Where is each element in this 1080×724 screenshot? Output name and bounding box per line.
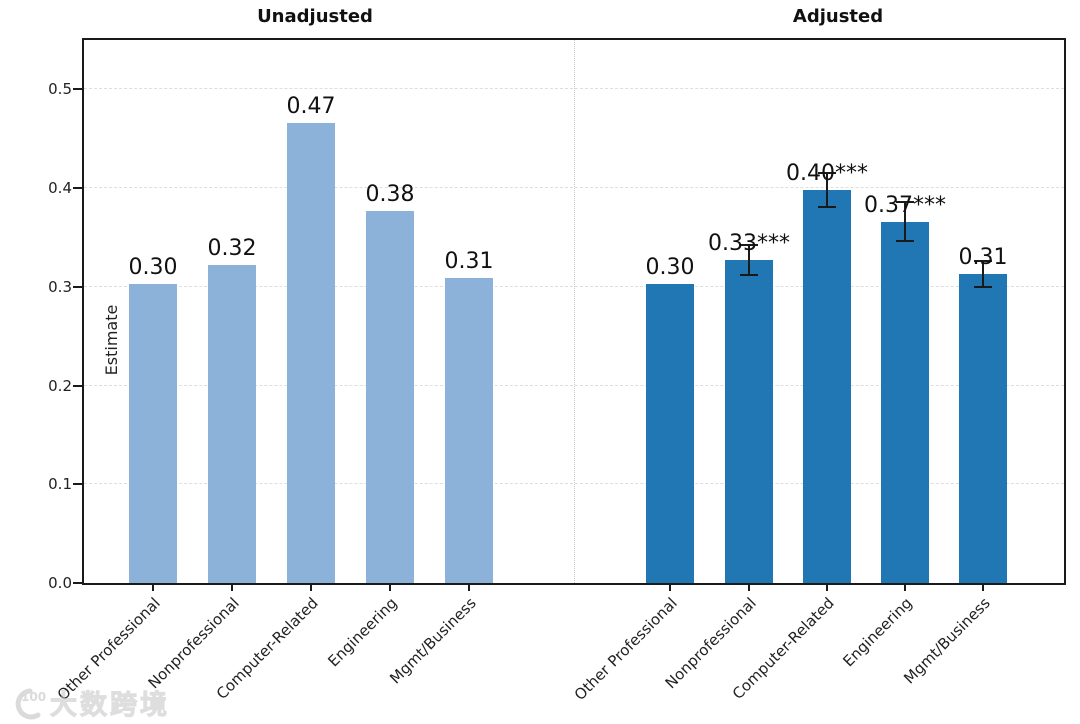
x-tick-mark [310, 583, 312, 591]
y-tick-mark [73, 384, 82, 387]
y-tick-label: 0.0 [48, 574, 72, 592]
x-tick-mark [826, 583, 828, 591]
y-tick-label: 0.2 [48, 376, 72, 395]
error-bar-cap [896, 200, 914, 203]
y-tick-mark [73, 483, 82, 486]
x-tick-mark [468, 583, 470, 591]
error-bar-cap [818, 205, 836, 208]
gridline [84, 483, 1064, 485]
bar-value-label: 0.31 [444, 248, 494, 274]
bar [445, 277, 493, 583]
y-tick-mark [73, 88, 82, 91]
y-tick-mark [73, 582, 82, 584]
bar-value-label: 0.30 [645, 254, 695, 280]
error-bar-line [982, 261, 984, 287]
x-tick-mark [389, 583, 391, 591]
error-bar-cap [974, 285, 992, 288]
error-bar-cap [896, 240, 914, 243]
bar [881, 221, 929, 583]
gridline [84, 285, 1064, 287]
gridline [84, 384, 1064, 386]
y-tick-label: 0.5 [48, 80, 72, 99]
bar-value-label: 0.31 [958, 244, 1008, 270]
y-tick-mark [73, 285, 82, 288]
error-bar-line [748, 245, 750, 275]
bar-value-label: 0.40*** [786, 161, 868, 187]
gridline [84, 88, 1064, 90]
gridline [84, 187, 1064, 189]
bar-value-label: 0.47 [286, 93, 336, 119]
bar [959, 273, 1007, 583]
error-bar-cap [740, 244, 758, 247]
x-tick-label: Mgmt/Business [900, 594, 994, 688]
bar-value-label: 0.33*** [708, 231, 790, 257]
x-tick-mark [982, 583, 984, 591]
panel-title-adjusted: Adjusted [792, 6, 884, 27]
bar-value-label: 0.38 [365, 181, 415, 207]
error-bar-cap [740, 273, 758, 276]
x-tick-label: Mgmt/Business [386, 594, 480, 688]
error-bar-line [826, 173, 828, 207]
x-tick-mark [669, 583, 671, 591]
plot-area: Estimate 0.0 0.1 0.2 0.3 0.4 0.5 0.30 Other Pro… [48, 38, 1066, 704]
bar-value-label: 0.30 [128, 254, 178, 280]
bar-value-label: 0.32 [207, 236, 257, 262]
y-tick-label: 0.4 [48, 179, 72, 198]
error-bar-line [904, 201, 906, 242]
bar [366, 210, 414, 583]
bar [208, 265, 256, 583]
x-tick-mark [748, 583, 750, 591]
y-tick-label: 0.1 [48, 475, 72, 494]
error-bar-cap [974, 260, 992, 263]
y-tick-mark [73, 187, 82, 190]
y-tick-label: 0.3 [48, 277, 72, 296]
error-bar-cap [818, 172, 836, 175]
panel-title-unadjusted: Unadjusted [257, 6, 373, 27]
y-axis-label: Estimate [101, 304, 121, 376]
bar [129, 283, 177, 583]
x-tick-mark [904, 583, 906, 591]
bar [646, 283, 694, 583]
bar [803, 190, 851, 583]
bar [287, 122, 335, 583]
bar [725, 260, 773, 583]
panel-separator [574, 40, 575, 583]
x-tick-mark [152, 583, 154, 591]
bar-value-label: 0.37*** [864, 192, 946, 218]
x-tick-mark [231, 583, 233, 591]
